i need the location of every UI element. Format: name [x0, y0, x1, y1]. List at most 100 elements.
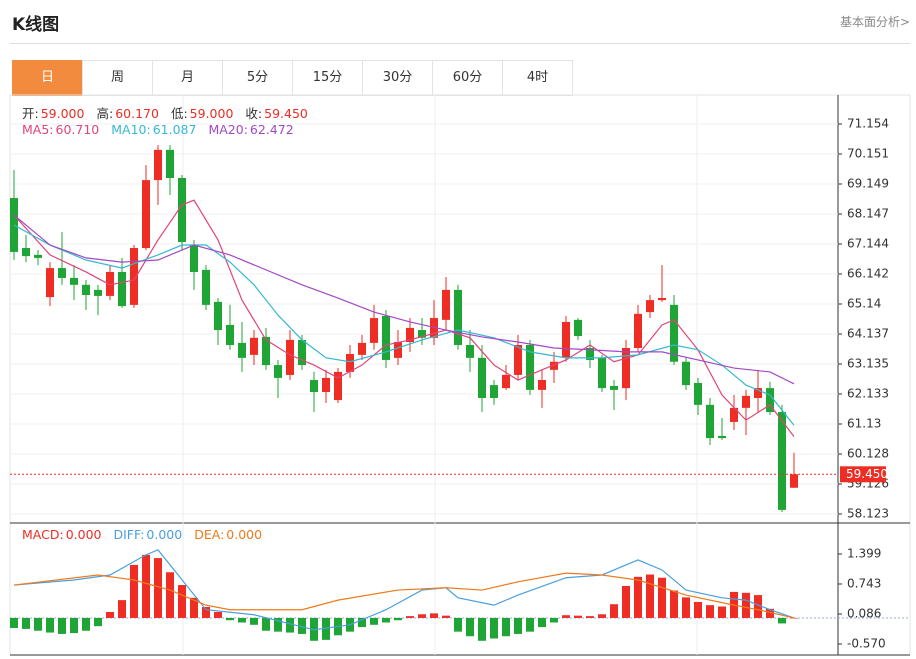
macd-bar — [502, 617, 510, 637]
candle-body — [118, 271, 126, 307]
macd-bar — [154, 558, 162, 618]
candle-body — [202, 269, 210, 305]
line-series — [13, 224, 795, 426]
macd-bar — [298, 617, 306, 634]
macd-bar — [670, 590, 678, 618]
legend: 开: 59.000 高: 60.170 低: 59.000 收: 59.450 — [22, 103, 320, 122]
candle-body — [130, 248, 138, 305]
fundamental-link[interactable]: 基本面分析> — [839, 15, 910, 29]
candle-body — [106, 271, 114, 296]
candle-body — [94, 289, 102, 296]
candle-body — [370, 318, 378, 343]
legend-text: MA5: — [22, 122, 54, 137]
candle-body — [442, 289, 450, 320]
macd-bar — [418, 614, 426, 618]
candle-body — [778, 412, 786, 510]
candle-body — [610, 386, 618, 390]
y-tick-label: 66.142 — [847, 267, 889, 281]
candle-body — [754, 388, 762, 398]
macd-bar — [598, 614, 606, 618]
macd-bar — [166, 572, 174, 618]
macd-bar — [190, 597, 198, 618]
legend-text: 62.472 — [249, 122, 294, 137]
macd-bar — [694, 601, 702, 618]
y-tick-label: 63.135 — [847, 357, 889, 371]
legend-text: MA10: — [111, 122, 151, 137]
macd-bar — [766, 608, 774, 618]
page-title: K线图 — [12, 15, 60, 35]
tab[interactable]: 15分 — [292, 60, 362, 96]
candle-body — [526, 344, 534, 390]
macd-bar — [646, 574, 654, 618]
macd-bar — [442, 615, 450, 618]
macd-bar — [82, 617, 90, 631]
macd-bar — [574, 615, 582, 618]
legend-text: 低: — [170, 106, 188, 121]
macd-bar — [622, 585, 630, 618]
tab[interactable]: 4时 — [502, 60, 573, 96]
legend-text: 0.000 — [146, 527, 183, 542]
macd-bar — [790, 617, 798, 619]
macd-bar — [466, 617, 474, 637]
tab[interactable]: 月 — [152, 60, 222, 96]
macd-bar — [634, 576, 642, 618]
candle-body — [454, 289, 462, 345]
tab[interactable]: 30分 — [362, 60, 432, 96]
y-tick-label: 62.133 — [847, 386, 889, 400]
candle-body — [250, 337, 258, 355]
candle-body — [478, 357, 486, 398]
tab-bar: 日周月 5分 15分 30分 60分 4时 — [12, 60, 573, 96]
macd-bar — [454, 617, 462, 632]
candle-body — [58, 268, 66, 278]
candle-body — [694, 383, 702, 405]
candle-body — [154, 149, 162, 181]
legend-text: DIFF: — [113, 527, 145, 542]
macd-bar — [286, 617, 294, 633]
candle-body — [634, 313, 642, 348]
candle-body — [34, 254, 42, 258]
candle-body — [658, 298, 666, 301]
candle-body — [514, 344, 522, 375]
candle-body — [562, 321, 570, 358]
line-series — [13, 572, 795, 619]
y-tick-label: 58.123 — [847, 507, 889, 521]
legend-text: DEA: — [194, 527, 225, 542]
candle-body — [394, 342, 402, 358]
candle-body — [730, 407, 738, 422]
candle-body — [406, 327, 414, 343]
candle-body — [586, 347, 594, 360]
legend-text: 收: — [245, 106, 263, 121]
candle-body — [670, 304, 678, 362]
legend-text: 0.000 — [65, 527, 102, 542]
tab[interactable]: 日 — [12, 60, 82, 96]
macd-bar — [394, 617, 402, 621]
legend-text: 59.450 — [264, 106, 308, 121]
macd-bar — [430, 613, 438, 618]
macd-bar — [238, 617, 246, 623]
candle-body — [550, 361, 558, 370]
candle-body — [538, 380, 546, 390]
y-tick-label: 71.154 — [847, 116, 889, 130]
tab[interactable]: 5分 — [222, 60, 292, 96]
candle-body — [358, 342, 366, 355]
candle-body — [82, 284, 90, 296]
macd-bar — [478, 617, 486, 641]
candle-body — [466, 344, 474, 358]
macd-bar — [226, 617, 234, 621]
macd-bar — [22, 617, 30, 629]
candle-body — [238, 342, 246, 358]
macd-bar — [178, 585, 186, 618]
line-series — [13, 214, 795, 385]
macd-bar — [142, 554, 150, 618]
y-tick-label: 1.399 — [847, 547, 881, 561]
candle-body — [790, 474, 798, 488]
macd-bar — [370, 617, 378, 625]
macd-bar — [46, 617, 54, 633]
legend: MA5: 60.710 MA10: 61.087 MA20: 62.472 — [22, 122, 306, 137]
y-tick-label: 64.137 — [847, 327, 889, 341]
macd-bar — [118, 600, 126, 618]
candle-body — [574, 319, 582, 337]
candle-body — [226, 324, 234, 345]
macd-bar — [70, 617, 78, 634]
